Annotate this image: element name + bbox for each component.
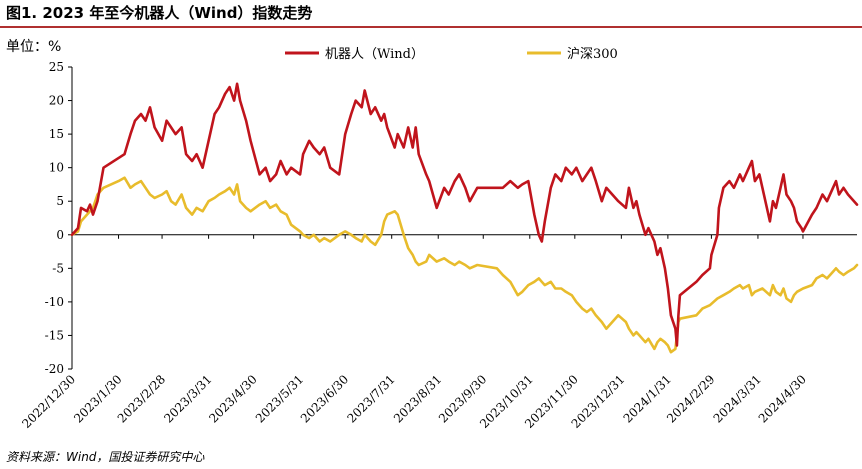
y-tick-label: -5 <box>52 261 64 275</box>
y-tick-label: -20 <box>45 362 64 376</box>
legend: 机器人（Wind） 沪深300 <box>285 46 618 62</box>
source-note: 资料来源：Wind，国投证券研究中心 <box>6 450 205 464</box>
x-tick-label: 2022/12/30 <box>19 372 78 431</box>
legend-robot-label: 机器人（Wind） <box>325 47 424 62</box>
chart-title: 图1. 2023 年至今机器人（Wind）指数走势 <box>6 4 313 22</box>
y-tick-label: -10 <box>45 295 64 309</box>
x-axis: 2022/12/302023/1/302023/2/282023/3/31202… <box>19 234 857 431</box>
x-tick-label: 2024/3/31 <box>711 372 764 425</box>
y-axis: 25 20 15 10 5 0 -5 -10 -15 -20 <box>45 60 73 376</box>
legend-hs300-label: 沪深300 <box>567 46 618 62</box>
hs300-index-line <box>70 176 859 354</box>
y-tick-label: 20 <box>49 94 64 108</box>
x-tick-label: 2024/2/29 <box>664 372 717 425</box>
y-tick-label: 25 <box>49 60 64 74</box>
y-tick-label: 5 <box>56 194 64 208</box>
x-tick-label: 2023/3/31 <box>161 372 214 425</box>
y-tick-label: 15 <box>49 127 64 141</box>
series-lines <box>70 82 859 354</box>
x-tick-label: 2023/7/31 <box>344 372 397 425</box>
y-tick-label: 10 <box>49 161 64 175</box>
x-tick-label: 2023/2/28 <box>115 372 168 425</box>
y-tick-label: -15 <box>45 328 64 342</box>
title-rule <box>0 26 862 28</box>
x-tick-label: 2023/5/31 <box>253 372 306 425</box>
x-tick-label: 2023/6/30 <box>298 372 351 425</box>
x-tick-label: 2024/4/30 <box>756 372 809 425</box>
unit-label: 单位：% <box>6 39 62 55</box>
x-tick-label: 2023/8/31 <box>391 372 444 425</box>
y-tick-label: 0 <box>56 228 64 242</box>
robot-index-line <box>70 82 859 347</box>
x-tick-label: 2023/4/30 <box>206 372 259 425</box>
